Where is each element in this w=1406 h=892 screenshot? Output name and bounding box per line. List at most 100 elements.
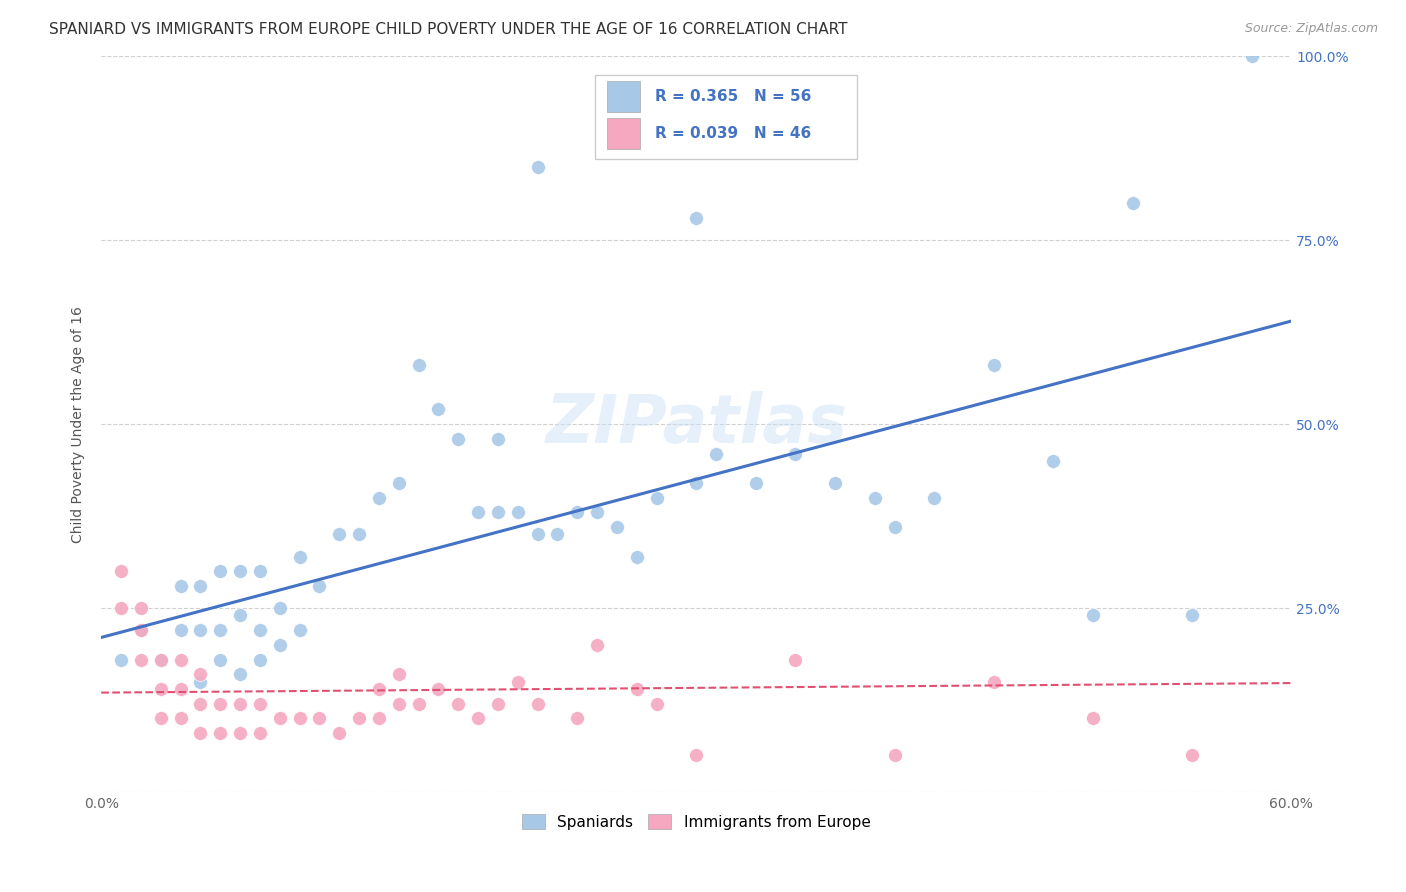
- Point: [1181, 608, 1204, 623]
- Point: [190, 667, 212, 681]
- Point: [1042, 454, 1064, 468]
- Point: [190, 623, 212, 637]
- Point: [308, 711, 330, 725]
- Point: [427, 681, 450, 696]
- Point: [486, 432, 509, 446]
- Point: [110, 652, 132, 666]
- Point: [347, 527, 370, 541]
- Point: [209, 697, 232, 711]
- Text: R = 0.365   N = 56: R = 0.365 N = 56: [655, 89, 811, 104]
- Point: [447, 432, 470, 446]
- Point: [110, 564, 132, 578]
- Point: [606, 520, 628, 534]
- Point: [486, 505, 509, 519]
- Point: [229, 608, 252, 623]
- Point: [645, 697, 668, 711]
- Point: [169, 579, 191, 593]
- Point: [190, 726, 212, 740]
- Point: [190, 674, 212, 689]
- Point: [169, 623, 191, 637]
- Point: [526, 527, 548, 541]
- Point: [388, 475, 411, 490]
- Point: [645, 491, 668, 505]
- Point: [149, 711, 172, 725]
- Point: [129, 652, 152, 666]
- Point: [883, 520, 905, 534]
- Point: [506, 674, 529, 689]
- Point: [586, 638, 609, 652]
- Point: [229, 726, 252, 740]
- Point: [586, 505, 609, 519]
- Point: [249, 697, 271, 711]
- Point: [149, 681, 172, 696]
- Point: [229, 564, 252, 578]
- Point: [129, 601, 152, 615]
- Point: [1122, 196, 1144, 211]
- Point: [288, 711, 311, 725]
- Point: [129, 623, 152, 637]
- Point: [229, 697, 252, 711]
- Point: [506, 505, 529, 519]
- Point: [685, 475, 707, 490]
- Point: [486, 697, 509, 711]
- FancyBboxPatch shape: [607, 118, 640, 149]
- Point: [190, 697, 212, 711]
- Point: [288, 549, 311, 564]
- Point: [209, 623, 232, 637]
- Point: [863, 491, 886, 505]
- Point: [190, 579, 212, 593]
- Point: [249, 726, 271, 740]
- Point: [785, 652, 807, 666]
- Point: [149, 652, 172, 666]
- Point: [367, 681, 389, 696]
- Point: [110, 601, 132, 615]
- Point: [824, 475, 846, 490]
- Point: [924, 491, 946, 505]
- Point: [388, 667, 411, 681]
- Legend: Spaniards, Immigrants from Europe: Spaniards, Immigrants from Europe: [516, 807, 876, 836]
- Text: Source: ZipAtlas.com: Source: ZipAtlas.com: [1244, 22, 1378, 36]
- Point: [209, 564, 232, 578]
- Point: [785, 446, 807, 460]
- Text: R = 0.039   N = 46: R = 0.039 N = 46: [655, 126, 811, 141]
- Point: [626, 681, 648, 696]
- Point: [1240, 49, 1263, 63]
- Point: [567, 505, 589, 519]
- FancyBboxPatch shape: [607, 81, 640, 112]
- Point: [626, 549, 648, 564]
- Text: SPANIARD VS IMMIGRANTS FROM EUROPE CHILD POVERTY UNDER THE AGE OF 16 CORRELATION: SPANIARD VS IMMIGRANTS FROM EUROPE CHILD…: [49, 22, 848, 37]
- Point: [685, 748, 707, 763]
- Point: [1081, 711, 1104, 725]
- Point: [169, 681, 191, 696]
- Point: [249, 652, 271, 666]
- Point: [1081, 608, 1104, 623]
- Point: [883, 748, 905, 763]
- Point: [269, 711, 291, 725]
- Point: [249, 564, 271, 578]
- Point: [308, 579, 330, 593]
- Point: [745, 475, 768, 490]
- Point: [328, 527, 350, 541]
- Point: [408, 358, 430, 372]
- Text: ZIPatlas: ZIPatlas: [546, 391, 848, 457]
- Point: [388, 697, 411, 711]
- Point: [467, 505, 489, 519]
- Point: [685, 211, 707, 225]
- Point: [229, 667, 252, 681]
- Point: [704, 446, 727, 460]
- Point: [526, 160, 548, 174]
- Point: [427, 402, 450, 417]
- Point: [209, 726, 232, 740]
- Point: [983, 674, 1005, 689]
- Point: [269, 601, 291, 615]
- Point: [288, 623, 311, 637]
- Point: [408, 697, 430, 711]
- Point: [249, 623, 271, 637]
- Point: [367, 711, 389, 725]
- Point: [328, 726, 350, 740]
- Point: [447, 697, 470, 711]
- Point: [129, 623, 152, 637]
- Y-axis label: Child Poverty Under the Age of 16: Child Poverty Under the Age of 16: [72, 306, 86, 542]
- Point: [367, 491, 389, 505]
- Point: [983, 358, 1005, 372]
